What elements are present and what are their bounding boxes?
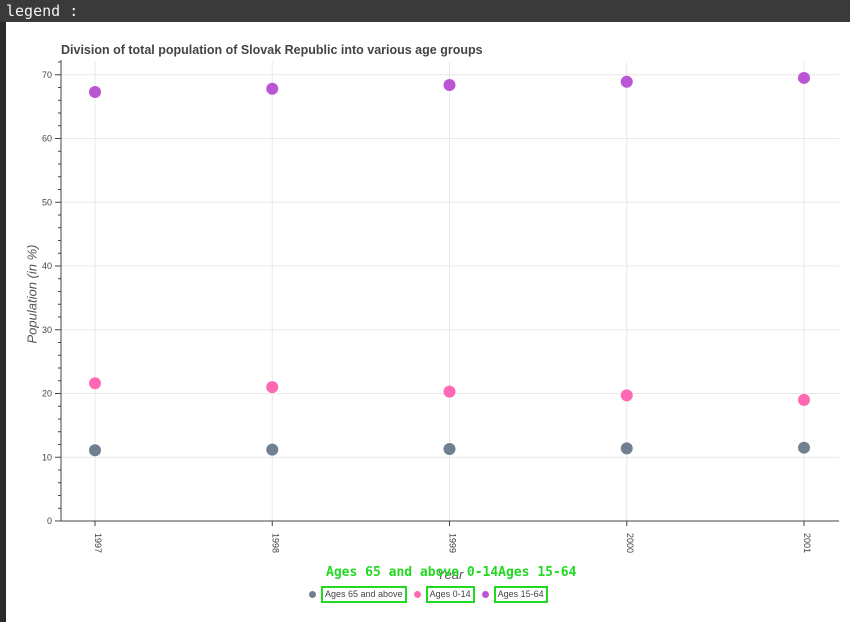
legend-item[interactable]: Ages 65 and above [309, 586, 407, 603]
top-bar: legend : [0, 0, 850, 22]
y-tick-label: 20 [42, 389, 52, 399]
legend-overlay-text: Ages 65 and above 0-14Ages 15-64 [326, 565, 577, 580]
data-point [266, 82, 279, 95]
chart-panel: 0 10 20 30 40 50 60 70 1997 1998 1999 2000 2001 Divi… [6, 22, 850, 622]
x-axis-label: Year [436, 567, 464, 582]
data-point [443, 78, 456, 91]
data-point [798, 71, 810, 84]
data-point [266, 443, 279, 456]
legend: Ages 65 and above Ages 0-14 Ages 15-64 [309, 586, 555, 603]
y-tick-label: 40 [42, 261, 52, 271]
y-tick-label: 10 [42, 452, 52, 462]
data-point [620, 75, 633, 88]
x-tick-label: 1997 [93, 533, 103, 553]
data-point [620, 389, 633, 402]
x-tick-label: 1999 [448, 533, 458, 553]
data-point [89, 444, 101, 457]
legend-item[interactable]: Ages 0-14 [413, 586, 475, 603]
data-point [89, 377, 101, 390]
legend-label: Ages 15-64 [493, 586, 548, 603]
chart-title: Division of total population of Slovak R… [61, 43, 483, 57]
y-axis-label: Population (in %) [24, 244, 40, 344]
legend-label: Ages 65 and above [321, 586, 407, 603]
data-point [443, 442, 456, 455]
data-point [798, 393, 810, 406]
legend-label: Ages 0-14 [425, 586, 475, 603]
x-tick-label: 1998 [270, 533, 280, 553]
data-point [266, 381, 279, 394]
data-point [89, 85, 101, 98]
legend-marker-icon [309, 591, 316, 598]
data-point [620, 442, 633, 455]
y-tick-label: 60 [42, 134, 52, 144]
legend-header-label: legend : [6, 2, 79, 20]
legend-marker-icon [413, 591, 421, 598]
y-tick-label: 50 [42, 197, 52, 207]
x-tick-label: 2001 [802, 533, 812, 553]
y-tick-label: 30 [42, 325, 52, 335]
legend-marker-icon [481, 591, 489, 598]
y-tick-label: 0 [47, 516, 52, 526]
scatter-chart: 0 10 20 30 40 50 60 70 1997 1998 1999 2000 2001 [42, 60, 839, 553]
data-point [798, 441, 810, 454]
y-tick-label: 70 [42, 70, 52, 80]
data-point [443, 385, 456, 398]
legend-item[interactable]: Ages 15-64 [481, 586, 548, 603]
x-tick-label: 2000 [625, 533, 635, 553]
